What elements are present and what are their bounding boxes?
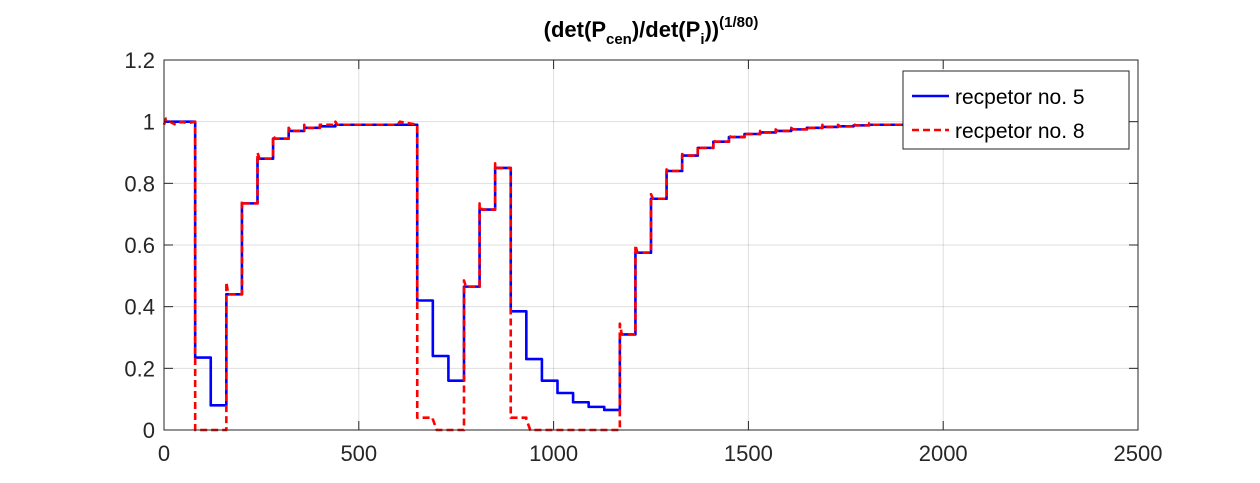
y-tick-label: 0.4 bbox=[124, 295, 155, 320]
legend: recpetor no. 5 recpetor no. 8 bbox=[902, 70, 1130, 150]
y-tick-label: 1.2 bbox=[124, 48, 155, 73]
legend-label-1: recpetor no. 5 bbox=[955, 86, 1085, 109]
series-layer bbox=[162, 117, 905, 432]
legend-box bbox=[902, 70, 1130, 150]
y-tick-label: 0 bbox=[143, 418, 155, 443]
series-line-2 bbox=[162, 117, 905, 432]
legend-label-2: recpetor no. 8 bbox=[955, 120, 1085, 143]
x-tick-label: 2500 bbox=[1114, 441, 1163, 466]
y-tick-label: 0.8 bbox=[124, 171, 155, 196]
x-tick-label: 2000 bbox=[919, 441, 968, 466]
ticks bbox=[163, 59, 1139, 431]
x-tick-label: 500 bbox=[340, 441, 377, 466]
x-tick-label: 0 bbox=[158, 441, 170, 466]
x-tick-label: 1500 bbox=[724, 441, 773, 466]
y-tick-label: 0.2 bbox=[124, 356, 155, 381]
y-tick-label: 1 bbox=[143, 110, 155, 135]
chart-title: (det(Pcen)/det(Pi))(1/80) bbox=[544, 14, 759, 48]
x-tick-label: 1000 bbox=[529, 441, 578, 466]
y-tick-label: 0.6 bbox=[124, 233, 155, 258]
tick-labels: 0 500 1000 1500 2000 2500 0 0.2 0.4 0.6 0.8 1 1.2 bbox=[124, 48, 1162, 466]
